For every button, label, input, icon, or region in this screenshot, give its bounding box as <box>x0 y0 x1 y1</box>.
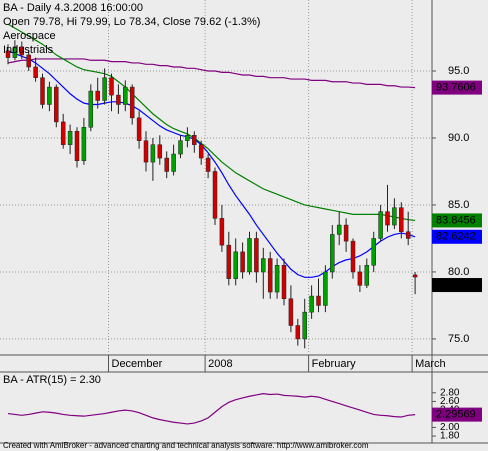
candle-body <box>185 135 190 141</box>
candle-body <box>267 258 273 293</box>
candle-body <box>192 135 197 145</box>
last-value-label: 82.6242 <box>436 231 476 243</box>
last-value-box <box>432 229 482 244</box>
candle-body <box>281 264 287 299</box>
candle-body <box>330 234 335 273</box>
last-value-label: 2.29569 <box>436 409 476 421</box>
candle-body <box>129 86 135 119</box>
candle-body <box>95 90 100 101</box>
candle-body <box>47 86 52 105</box>
candle-body <box>150 144 156 163</box>
y-tick-label: 95.0 <box>448 65 469 77</box>
candle-body <box>88 90 94 128</box>
candle-body <box>12 46 18 58</box>
annotation: Industrials <box>3 44 54 56</box>
x-tick-label: March <box>415 358 446 370</box>
candle-body <box>198 144 204 159</box>
y-tick-label: 2.60 <box>440 396 460 407</box>
candle-body <box>164 157 169 172</box>
y-tick-label: 90.0 <box>448 132 469 144</box>
footer: Created with AmiBroker - advanced charti… <box>3 441 369 450</box>
last-value-box <box>432 213 482 228</box>
line <box>7 23 416 222</box>
candle-body <box>412 274 418 278</box>
chart-title: BA - Daily 4.3.2008 16:00:00 <box>3 2 143 14</box>
candle-body <box>371 238 376 266</box>
candle-body <box>350 240 356 273</box>
line <box>7 58 416 89</box>
y-tick-label: 2.00 <box>440 422 460 433</box>
candle-body <box>102 77 107 101</box>
last-value-box <box>432 80 482 95</box>
candle-body <box>364 264 370 286</box>
candle-body <box>392 207 397 226</box>
candle-body <box>171 153 176 172</box>
candle-body <box>54 86 59 123</box>
candle-body <box>385 211 390 226</box>
candle-body <box>323 271 328 306</box>
candle-body <box>143 140 149 163</box>
candle-body <box>67 131 73 145</box>
annotation: Aerospace <box>3 30 56 42</box>
candle-body <box>378 211 383 239</box>
candle-body <box>316 295 321 306</box>
x-tick-label: December <box>112 358 163 370</box>
candle-body <box>157 144 163 159</box>
candle-body <box>247 238 252 273</box>
candle-body <box>26 54 31 68</box>
last-value-box <box>432 278 482 293</box>
candle-body <box>343 224 349 242</box>
indicator-title: BA - ATR(15) = 2.30 <box>3 374 101 386</box>
candle-body <box>226 244 232 279</box>
candle-body <box>60 121 66 145</box>
candle-body <box>233 251 238 279</box>
candle-body <box>302 311 307 340</box>
candle-body <box>295 325 301 340</box>
candle-body <box>212 171 218 219</box>
candle-body <box>219 218 225 246</box>
candle-body <box>116 94 121 105</box>
candle-body <box>357 271 363 286</box>
candle-body <box>178 140 183 155</box>
chart-subtitle: Open 79.78, Hi 79.99, Lo 78.34, Close 79… <box>3 16 260 28</box>
last-value-box <box>432 407 482 422</box>
candle-body <box>33 66 38 78</box>
last-value-label: 79.62 <box>436 279 464 291</box>
y-tick-label: 1.80 <box>440 431 460 442</box>
candle-body <box>19 46 25 56</box>
candle-body <box>40 77 45 105</box>
candle-body <box>261 258 266 273</box>
candle-body <box>309 295 314 313</box>
candle-body <box>123 86 128 105</box>
candle-body <box>274 264 280 293</box>
candle-body <box>205 157 211 172</box>
candle-body <box>399 207 404 233</box>
last-value-label: 93.7606 <box>436 82 476 94</box>
candle-body <box>5 50 11 58</box>
candle-body <box>240 251 245 273</box>
x-tick-label: February <box>312 358 357 370</box>
last-value-label: 83.8456 <box>436 214 476 226</box>
y-tick-label: 75.0 <box>448 333 469 345</box>
y-tick-label: 80.0 <box>448 266 469 278</box>
line <box>7 50 416 278</box>
candle-body <box>74 131 80 162</box>
candle-body <box>254 238 259 273</box>
candle-body <box>336 224 342 235</box>
line <box>7 393 416 425</box>
candle-body <box>288 298 294 326</box>
x-tick-label: 2008 <box>208 358 232 370</box>
candle-body <box>405 231 411 239</box>
candle-body <box>136 117 142 141</box>
candle-body <box>81 127 87 162</box>
y-tick-label: 2.80 <box>440 387 460 398</box>
candle-body <box>109 77 114 96</box>
y-tick-label: 85.0 <box>448 199 469 211</box>
marks <box>0 0 432 425</box>
